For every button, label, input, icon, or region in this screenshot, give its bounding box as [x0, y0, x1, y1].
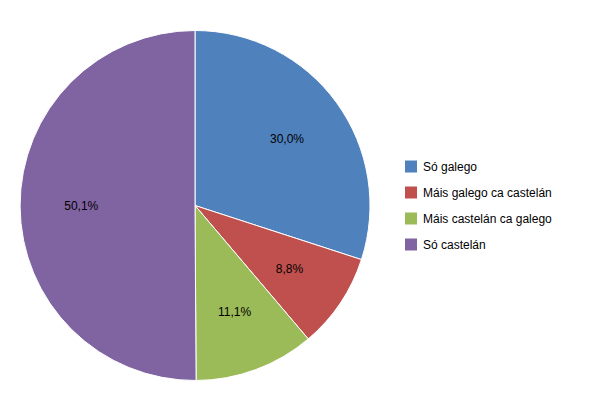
legend-label: Máis galego ca castelán [423, 186, 552, 200]
data-label: 8,8% [276, 262, 304, 276]
pie-slice [195, 206, 308, 381]
legend-swatch [405, 187, 417, 199]
legend-item: Máis galego ca castelán [405, 186, 552, 200]
legend-swatch [405, 161, 417, 173]
legend-item: Só castelán [405, 238, 486, 252]
legend-label: Só castelán [423, 238, 486, 252]
pie-slice [20, 31, 196, 381]
legend: Só galego Máis galego ca castelán Máis cas… [405, 160, 552, 252]
legend-item: Só galego [405, 160, 477, 174]
legend-label: Só galego [423, 160, 477, 174]
data-label: 50,1% [64, 199, 98, 213]
legend-item: Máis castelán ca galego [405, 212, 552, 226]
data-label: 11,1% [218, 305, 251, 319]
legend-swatch [405, 213, 417, 225]
pie [20, 31, 370, 381]
legend-swatch [405, 239, 417, 251]
data-label: 30,0% [270, 132, 304, 146]
chart: 30,0% 8,8% 11,1% 50,1% Só galego Máis galego … [0, 0, 600, 411]
data-labels: 30,0% 8,8% 11,1% 50,1% [64, 132, 304, 320]
legend-label: Máis castelán ca galego [423, 212, 552, 226]
